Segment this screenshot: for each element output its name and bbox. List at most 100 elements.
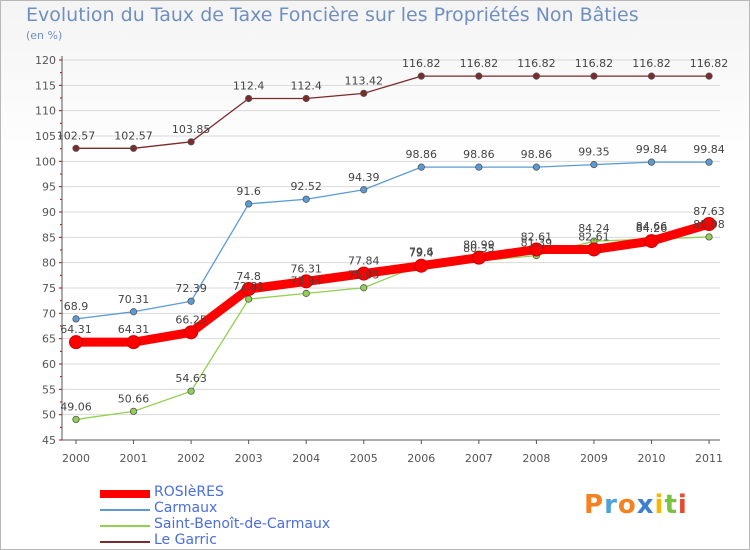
- y-tick-label: 55: [42, 383, 56, 396]
- data-label: 81.39: [521, 237, 553, 250]
- legend-swatch-rosieres: [100, 490, 150, 498]
- data-label: 84.24: [578, 222, 610, 235]
- x-tick-label: 2006: [407, 452, 435, 465]
- data-label: 54.63: [175, 372, 207, 385]
- data-label: 102.57: [114, 129, 153, 142]
- y-tick-label: 115: [35, 79, 56, 92]
- logo-letter: i: [677, 490, 688, 520]
- legend-item-saint-benoit: Saint-Benoît-de-Carmaux: [100, 516, 400, 534]
- data-label: 112.4: [233, 80, 265, 93]
- data-label: 116.82: [460, 57, 499, 70]
- data-point: [475, 163, 483, 171]
- data-point: [360, 89, 368, 97]
- legend-item-carmaux: Carmaux: [100, 500, 400, 518]
- data-label: 112.4: [290, 80, 322, 93]
- data-point: [532, 72, 541, 80]
- y-tick-label: 60: [42, 358, 56, 371]
- data-point: [299, 274, 314, 289]
- data-point: [471, 250, 486, 265]
- data-label: 64.31: [60, 323, 92, 336]
- data-label: 87.63: [693, 205, 725, 218]
- data-point: [69, 335, 83, 350]
- data-point: [705, 233, 713, 241]
- legend-label-carmaux: Carmaux: [154, 500, 218, 516]
- data-label: 72.39: [175, 282, 207, 295]
- data-label: 74.8: [236, 270, 261, 283]
- logo-letter: r: [604, 490, 618, 520]
- data-label: 92.52: [290, 180, 322, 193]
- data-label: 79.4: [409, 247, 434, 260]
- proxiti-logo: Proxiti: [584, 490, 688, 520]
- x-tick-label: 2010: [638, 452, 666, 465]
- legend-label-saint-benoit: Saint-Benoît-de-Carmaux: [154, 516, 331, 532]
- data-label: 72.81: [233, 280, 265, 293]
- data-point: [129, 308, 138, 316]
- data-label: 116.82: [517, 57, 556, 70]
- data-point: [187, 138, 195, 146]
- x-tick-label: 2003: [235, 452, 263, 465]
- data-label: 68.9: [64, 300, 89, 313]
- data-label: 75.05: [348, 269, 380, 282]
- data-point: [72, 315, 80, 323]
- data-label: 84.26: [636, 222, 668, 235]
- data-label: 82.61: [521, 230, 553, 243]
- data-label: 99.35: [578, 146, 610, 159]
- data-point: [647, 72, 656, 80]
- data-label: 82.61: [578, 230, 610, 243]
- data-point: [241, 282, 256, 297]
- data-point: [590, 72, 598, 80]
- data-point: [475, 72, 483, 80]
- data-label: 98.86: [463, 148, 495, 161]
- series-line-le-garric: [75, 75, 710, 149]
- data-point: [72, 144, 80, 152]
- y-tick-label: 95: [42, 181, 56, 194]
- y-tick-label: 65: [42, 333, 56, 346]
- legend-item-rosieres: ROSIèRES: [100, 484, 400, 502]
- logo-letter: x: [636, 490, 655, 520]
- data-label: 99.84: [636, 143, 668, 156]
- data-label: 98.86: [521, 148, 553, 161]
- series-line-rosi-res: [71, 219, 714, 347]
- x-tick-label: 2005: [350, 452, 378, 465]
- y-tick-label: 75: [42, 282, 56, 295]
- y-tick-label: 90: [42, 206, 56, 219]
- x-tick-label: 2007: [465, 452, 493, 465]
- data-label: 77.84: [348, 255, 380, 268]
- x-tick-label: 2008: [522, 452, 550, 465]
- logo-letter: t: [664, 490, 678, 520]
- data-label: 73.94: [290, 274, 322, 287]
- x-tick-label: 2002: [177, 452, 205, 465]
- data-point: [126, 335, 141, 350]
- chart-title: Evolution du Taux de Taxe Foncière sur l…: [26, 4, 639, 26]
- y-tick-label: 80: [42, 257, 56, 270]
- data-label: 98.86: [406, 148, 438, 161]
- data-point: [529, 242, 544, 257]
- data-label: 84.66: [636, 220, 668, 233]
- data-label: 70.31: [118, 293, 150, 306]
- data-point: [414, 258, 429, 273]
- y-tick-label: 45: [42, 434, 56, 447]
- logo-letter: o: [617, 490, 637, 520]
- legend-item-le-garric: Le Garric: [100, 532, 400, 550]
- data-point: [184, 325, 199, 340]
- y-tick-label: 70: [42, 307, 56, 320]
- logo-letter: i: [654, 490, 665, 520]
- data-label: 116.82: [402, 57, 441, 70]
- y-tick-label: 110: [35, 105, 56, 118]
- data-label: 50.66: [118, 392, 150, 405]
- y-tick-label: 100: [35, 155, 56, 168]
- data-point: [647, 158, 656, 166]
- data-point: [245, 295, 253, 303]
- data-point: [590, 161, 598, 169]
- x-tick-label: 2011: [695, 452, 723, 465]
- data-point: [302, 94, 310, 103]
- data-label: 113.42: [345, 74, 384, 87]
- data-label: 116.82: [632, 57, 671, 70]
- data-label: 102.57: [57, 129, 96, 142]
- data-label: 64.31: [118, 323, 150, 336]
- legend: ROSIèRES Carmaux Saint-Benoît-de-Carmaux…: [100, 484, 400, 550]
- data-label: 66.25: [175, 313, 207, 326]
- data-point: [245, 200, 253, 208]
- data-label: 116.82: [575, 57, 614, 70]
- data-point: [705, 72, 713, 80]
